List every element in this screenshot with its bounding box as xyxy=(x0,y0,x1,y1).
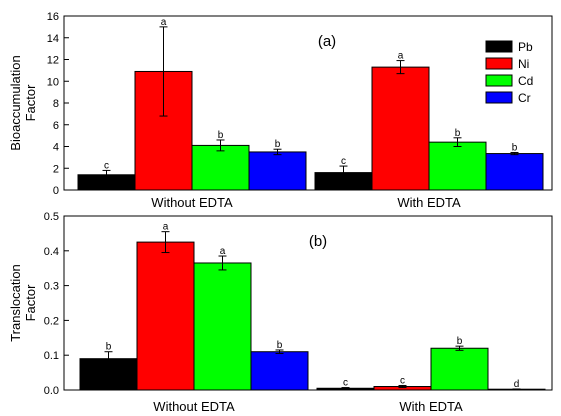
sig-label-a-pb-with-edta: c xyxy=(341,156,346,167)
sig-label-a-cr-with-edta: b xyxy=(512,142,518,153)
sig-label-b-pb-without-edta: b xyxy=(106,342,112,353)
sig-label-a-cd-with-edta: b xyxy=(455,128,461,139)
y-tick-label: 4 xyxy=(53,142,59,154)
error-bar-b-pb-without-edta xyxy=(104,351,113,367)
x-category-label-a-with-edta: With EDTA xyxy=(397,195,461,210)
sig-label-a-pb-without-edta: c xyxy=(104,160,109,171)
y-tick-label: 0.1 xyxy=(44,350,59,362)
bar-a-cr-with-edta xyxy=(485,153,544,191)
sig-label-a-cd-without-edta: b xyxy=(218,130,224,141)
y-tick-label: 0.0 xyxy=(44,385,59,397)
error-bar-a-pb-with-edta xyxy=(339,165,348,180)
sig-label-b-cr-with-edta: d xyxy=(514,379,520,390)
sig-label-a-ni-with-edta: a xyxy=(398,51,404,62)
y-tick-label: 0.2 xyxy=(44,315,59,327)
error-bar-b-cd-with-edta xyxy=(455,345,464,351)
y-axis-title-a-line2: Factor xyxy=(23,84,38,122)
y-tick-label: 10 xyxy=(47,76,59,88)
y-tick-label: 6 xyxy=(53,120,59,132)
error-bar-b-ni-without-edta xyxy=(161,231,170,254)
error-bar-b-cr-without-edta xyxy=(275,349,284,354)
x-category-label-b-with-edta: With EDTA xyxy=(399,399,463,414)
error-bar-a-cr-without-edta xyxy=(273,148,282,156)
panel-label-a: (a) xyxy=(318,33,336,50)
sig-label-b-ni-without-edta: a xyxy=(163,222,169,233)
bar-a-cr-without-edta xyxy=(248,151,307,191)
y-tick-label: 0 xyxy=(53,185,59,197)
sig-label-a-ni-without-edta: a xyxy=(161,17,167,28)
bar-a-cd-with-edta xyxy=(428,141,487,191)
axis-ticks-b: 0.0 0.1 0.2 0.3 0.4 0.5 Without EDTA With EDTA xyxy=(44,211,463,414)
sig-label-b-pb-with-edta: c xyxy=(343,378,348,389)
bar-b-cr-without-edta xyxy=(250,351,309,391)
legend-swatch-pb xyxy=(485,40,513,53)
bar-a-cd-without-edta xyxy=(191,144,250,191)
plot-frame-b xyxy=(63,215,553,391)
y-tick-label: 0.4 xyxy=(44,246,59,258)
y-tick-label: 0.5 xyxy=(44,211,59,223)
error-bar-a-cr-with-edta xyxy=(510,151,519,156)
y-tick-label: 12 xyxy=(47,55,59,67)
error-bar-b-ni-with-edta xyxy=(398,384,407,389)
error-bar-a-ni-with-edta xyxy=(396,60,405,75)
y-tick-label: 0.3 xyxy=(44,281,59,293)
bars-b: b a a b c c b d xyxy=(79,222,546,391)
error-bar-a-cd-without-edta xyxy=(216,139,225,152)
bars-a: c a b b c a b b xyxy=(77,17,544,191)
bar-b-cd-without-edta xyxy=(193,262,252,391)
sig-label-b-ni-with-edta: c xyxy=(400,375,405,386)
y-tick-label: 14 xyxy=(47,33,59,45)
panel-label-b: (b) xyxy=(309,233,327,250)
panel-b: b a a b c c b d 0.0 0.1 0.2 0.3 0.4 0.5 Without EDTA W… xyxy=(8,211,553,414)
error-bar-a-cd-with-edta xyxy=(453,137,462,147)
panel-a: c a b b c a b b 0 2 4 6 8 10 12 14 16 Without EDTA With E… xyxy=(8,11,553,210)
legend-label-pb: Pb xyxy=(518,40,533,54)
legend-swatch-cr xyxy=(485,91,513,104)
legend-label-cd: Cd xyxy=(518,74,533,88)
y-axis-title-b-line1: Translocation xyxy=(8,264,23,342)
sig-label-a-cr-without-edta: b xyxy=(275,139,281,150)
error-bar-a-pb-without-edta xyxy=(102,169,111,180)
bar-a-ni-with-edta xyxy=(371,66,430,191)
x-category-label-b-without-edta: Without EDTA xyxy=(153,399,235,414)
legend: Pb Ni Cd Cr xyxy=(485,40,533,105)
sig-label-b-cr-without-edta: b xyxy=(277,340,283,351)
axis-ticks-a: 0 2 4 6 8 10 12 14 16 Without EDTA With EDTA xyxy=(47,11,461,210)
legend-swatch-cd xyxy=(485,74,513,87)
sig-label-b-cd-with-edta: b xyxy=(457,336,463,347)
y-tick-label: 8 xyxy=(53,98,59,110)
y-tick-label: 2 xyxy=(53,163,59,175)
error-bar-b-pb-with-edta xyxy=(341,387,350,390)
error-bar-a-ni-without-edta xyxy=(159,26,168,117)
y-axis-title-a-line1: Bioaccumulation xyxy=(8,55,23,150)
error-bar-b-cd-without-edta xyxy=(218,255,227,271)
x-category-label-a-without-edta: Without EDTA xyxy=(151,195,233,210)
bar-b-ni-without-edta xyxy=(136,241,195,391)
legend-label-cr: Cr xyxy=(518,91,531,105)
y-tick-label: 16 xyxy=(47,11,59,23)
sig-label-b-cd-without-edta: a xyxy=(220,246,226,257)
y-axis-title-b-line2: Factor xyxy=(23,284,38,322)
legend-swatch-ni xyxy=(485,57,513,70)
legend-label-ni: Ni xyxy=(518,57,529,71)
bar-b-cd-with-edta xyxy=(430,347,489,391)
